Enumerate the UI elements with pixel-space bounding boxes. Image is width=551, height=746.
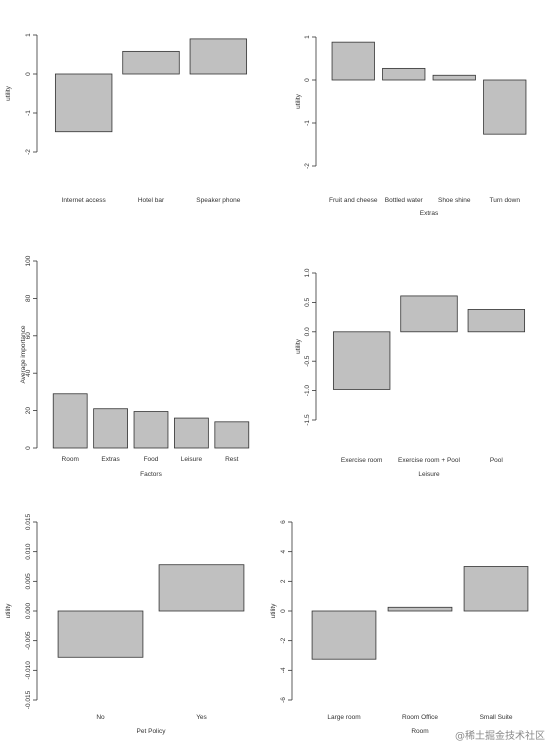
y-tick-label: 0.005 <box>25 573 32 590</box>
y-tick-label: 0.5 <box>304 298 311 307</box>
y-axis-title: utility <box>5 85 12 101</box>
x-category-label: Turn down <box>490 197 521 204</box>
y-tick-label: 60 <box>25 332 32 340</box>
bar <box>122 50 180 75</box>
y-axis-title: utility <box>5 603 12 619</box>
bar <box>54 73 113 133</box>
x-category-label: Room Office <box>402 714 438 721</box>
x-category-label: Pool <box>490 457 504 464</box>
x-category-label: Small Suite <box>480 714 513 721</box>
x-category-label: Fruit and cheese <box>329 197 378 204</box>
x-category-label: Large room <box>327 714 360 721</box>
y-tick-label: -2 <box>280 637 287 643</box>
y-tick-label: -0.015 <box>25 690 32 709</box>
bar <box>463 566 529 612</box>
bar <box>467 309 526 333</box>
y-tick-label: 2 <box>280 579 287 583</box>
y-tick-label: 6 <box>280 520 287 524</box>
bar <box>189 38 248 75</box>
chart-panel-1: 1 0 -1 -2 utility Internet access Hotel bar Spe… <box>5 33 248 204</box>
bar <box>93 408 128 449</box>
chart-panel-5: 0.015 0.010 0.005 0.000 -0.005 -0.010 -0.015 ut… <box>5 513 245 735</box>
y-tick-label: -0.5 <box>304 355 311 367</box>
y-tick-label: -1.5 <box>304 414 311 426</box>
x-axis-title: Leisure <box>418 471 440 478</box>
bar <box>483 79 527 135</box>
bar <box>214 421 250 449</box>
y-tick-label: 0.0 <box>304 327 311 336</box>
chart-panel-2: 1 0 -1 -2 utility Fruit and cheese Bottled wat… <box>295 35 527 217</box>
watermark-text: @稀土掘金技术社区 <box>455 731 545 742</box>
y-tick-label: -1 <box>25 110 32 116</box>
chart-panel-3: 100 80 60 40 20 0 Average importance Room Extras… <box>20 255 250 478</box>
y-tick-label: 1 <box>304 35 311 39</box>
y-tick-label: 80 <box>25 294 32 302</box>
y-tick-label: 0 <box>280 609 287 613</box>
x-axis-title: Room <box>411 728 428 735</box>
x-category-label: Shoe shine <box>438 197 471 204</box>
bar <box>382 67 426 81</box>
x-category-label: Exercise room + Pool <box>398 457 461 464</box>
chart-panel-6: 6 4 2 0 -2 -4 -6 utility Large room Room Office Sm… <box>270 520 529 735</box>
x-category-label: Leisure <box>181 456 203 463</box>
x-category-label: Speaker phone <box>196 197 240 204</box>
y-tick-label: 4 <box>280 549 287 553</box>
y-axis-title: utility <box>295 338 302 354</box>
bar <box>174 417 209 449</box>
y-tick-label: -0.005 <box>25 631 32 650</box>
y-tick-label: -2 <box>25 149 32 155</box>
bar <box>52 393 88 449</box>
bar <box>332 331 391 390</box>
chart-panel-4: 1.0 0.5 0.0 -0.5 -1.0 -1.5 utility Exercise roo… <box>295 268 526 478</box>
x-category-label: Rest <box>225 456 239 463</box>
y-tick-label: 20 <box>25 407 32 415</box>
x-axis-title: Pet Policy <box>137 728 167 735</box>
bar <box>311 610 377 660</box>
y-tick-label: -2 <box>304 163 311 169</box>
x-category-label: Hotel bar <box>138 197 165 204</box>
y-tick-label: 0.010 <box>25 543 32 560</box>
x-category-label: Food <box>144 456 159 463</box>
bar <box>387 606 453 612</box>
y-tick-label: -4 <box>280 667 287 673</box>
x-category-label: Yes <box>196 714 207 721</box>
y-tick-label: 0.000 <box>25 602 32 619</box>
bar <box>133 411 169 449</box>
x-category-label: Exercise room <box>341 457 383 464</box>
y-tick-label: -6 <box>280 697 287 703</box>
x-category-label: No <box>96 714 105 721</box>
y-tick-label: -0.010 <box>25 661 32 680</box>
y-tick-label: -1.0 <box>304 385 311 397</box>
y-tick-label: 1.0 <box>304 268 311 277</box>
bar <box>331 41 375 81</box>
y-axis-title: utility <box>270 603 277 619</box>
x-category-label: Extras <box>101 456 120 463</box>
x-category-label: Room <box>62 456 79 463</box>
bar <box>432 74 476 81</box>
bar <box>158 564 245 612</box>
y-axis-title: utility <box>295 93 302 109</box>
y-tick-label: 40 <box>25 369 32 377</box>
y-tick-label: 1 <box>25 33 32 37</box>
y-tick-label: 0 <box>25 446 32 450</box>
y-tick-label: 100 <box>25 255 32 266</box>
bar <box>400 295 458 333</box>
x-category-label: Internet access <box>62 197 107 204</box>
x-axis-title: Factors <box>140 471 162 478</box>
bar <box>57 610 144 658</box>
x-axis-title: Extras <box>420 210 439 217</box>
y-tick-label: 0 <box>25 72 32 76</box>
y-tick-label: -1 <box>304 120 311 126</box>
y-axis-title: Average importance <box>20 325 27 383</box>
y-tick-label: 0.015 <box>25 513 32 530</box>
y-tick-label: 0 <box>304 78 311 82</box>
x-category-label: Bottled water <box>385 197 424 204</box>
